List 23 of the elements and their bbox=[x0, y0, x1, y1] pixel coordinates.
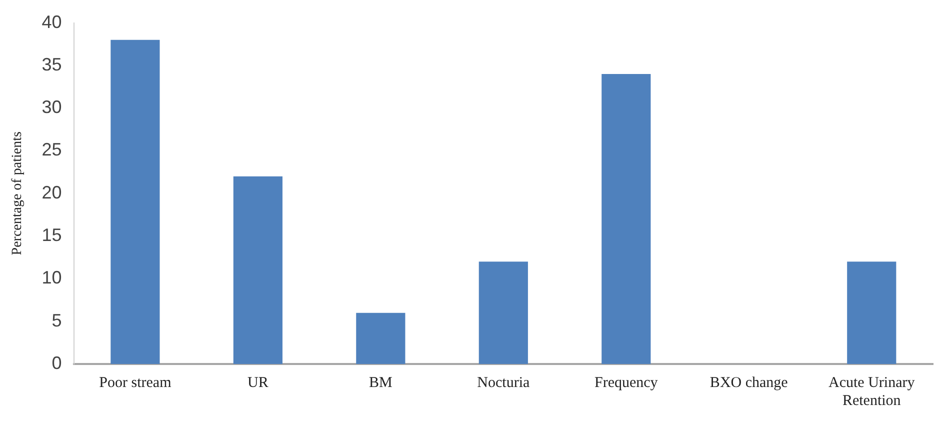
y-tick-label: 25 bbox=[42, 140, 62, 160]
bar bbox=[478, 262, 528, 364]
y-tick-label: 5 bbox=[52, 310, 62, 330]
x-tick-label: Poor stream bbox=[99, 374, 172, 391]
bar bbox=[110, 40, 160, 364]
x-tick-label: BXO change bbox=[710, 374, 788, 391]
y-tick-label: 0 bbox=[52, 352, 62, 373]
y-tick-label: 10 bbox=[42, 268, 62, 288]
bar bbox=[847, 262, 896, 364]
y-tick-label: 20 bbox=[42, 182, 62, 202]
bar bbox=[356, 312, 406, 364]
x-tick-label: Frequency bbox=[594, 374, 658, 391]
bar bbox=[602, 74, 651, 364]
y-tick-label: 30 bbox=[42, 97, 62, 118]
y-axis-title: Percentage of patients bbox=[10, 132, 26, 256]
x-tick-label: BM bbox=[369, 374, 392, 391]
x-tick-label: UR bbox=[248, 374, 268, 391]
y-tick-label: 15 bbox=[42, 225, 62, 246]
y-tick-label: 35 bbox=[42, 54, 62, 74]
x-tick-label: Acute Urinary Retention bbox=[828, 374, 916, 409]
bar bbox=[233, 176, 282, 364]
y-tick-label: 40 bbox=[42, 12, 62, 32]
x-tick-label: Nocturia bbox=[477, 374, 530, 391]
